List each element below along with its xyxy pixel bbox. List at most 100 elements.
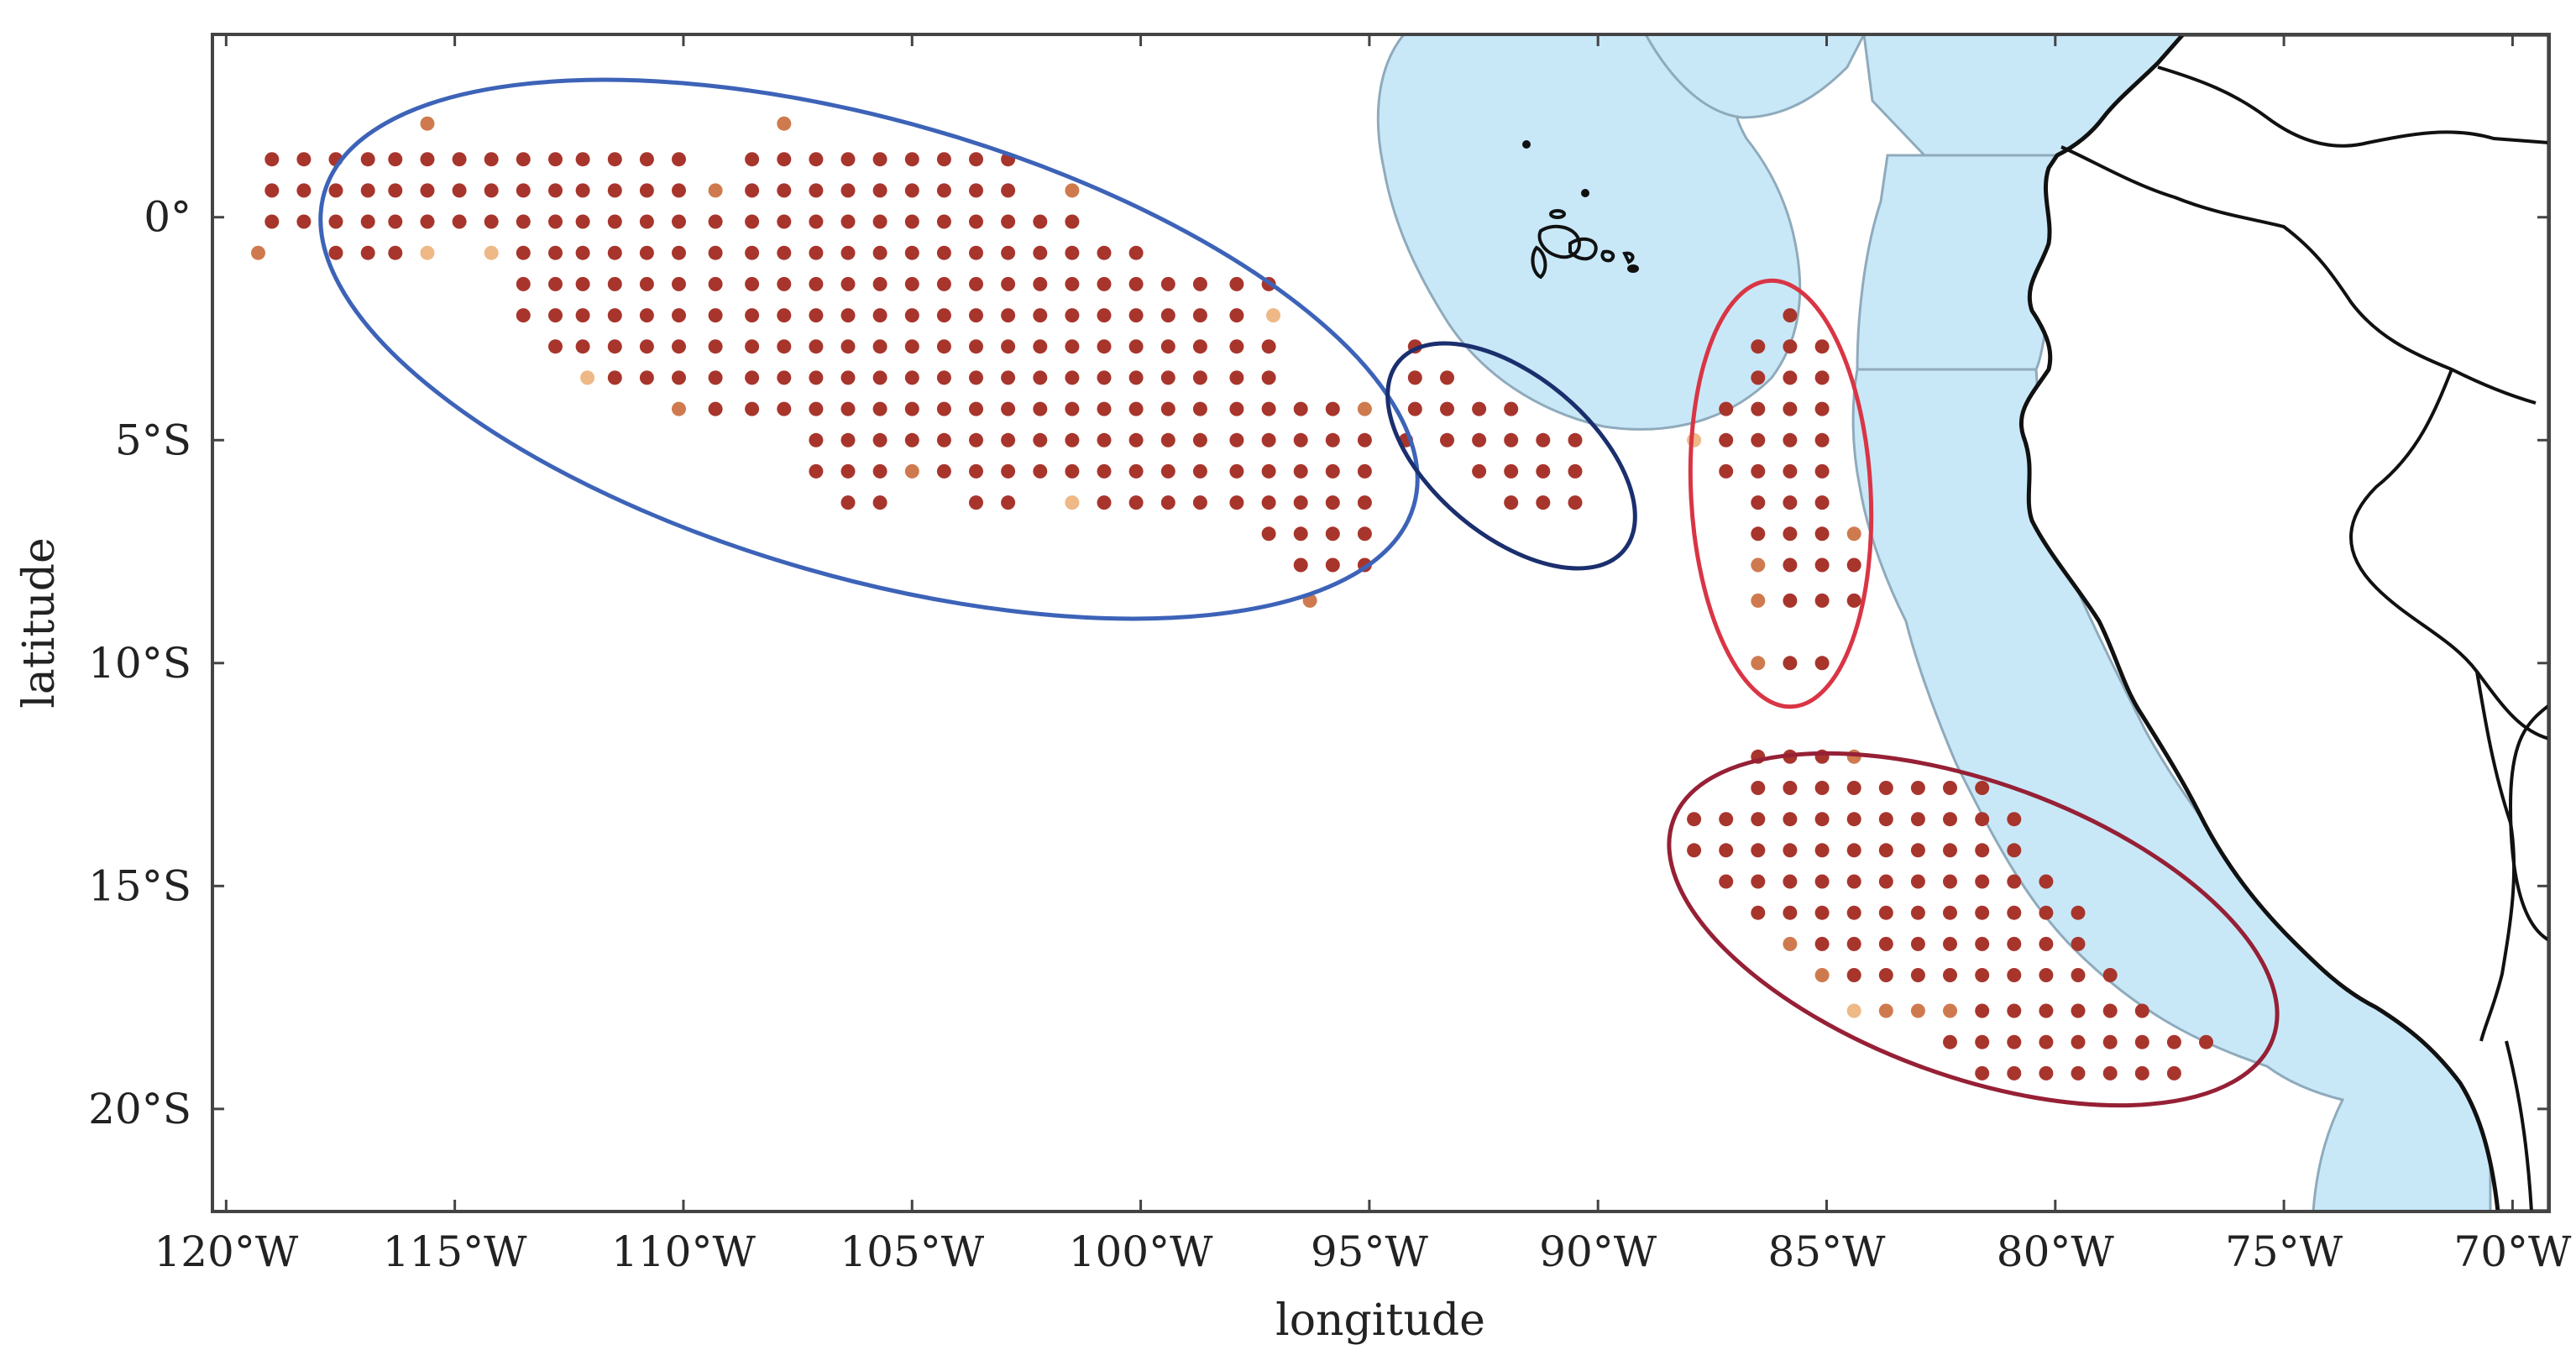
grid-dot-west: [1192, 276, 1207, 291]
x-tick-label: 75°W: [2225, 1227, 2343, 1276]
grid-dot-west: [809, 276, 824, 291]
grid-dot-south: [2134, 1034, 2149, 1049]
grid-dot-west: [1065, 370, 1080, 385]
grid-dot-west: [639, 152, 654, 167]
grid-dot-coastal: [1751, 463, 1766, 479]
grid-dot-coastal: [1751, 557, 1766, 573]
grid-dot-west: [708, 276, 723, 291]
grid-dot-south: [1878, 1003, 1893, 1018]
grid-dot-west: [777, 214, 792, 229]
grid-dot-west: [777, 401, 792, 416]
grid-dot-south: [1846, 1003, 1861, 1018]
grid-dot-west: [548, 214, 563, 229]
grid-dot-west: [1097, 245, 1112, 260]
grid-dot-west: [672, 370, 686, 385]
grid-dot-west: [639, 214, 654, 229]
grid-dot-west: [809, 463, 824, 479]
grid-dot-west: [969, 276, 983, 291]
grid-dot-west: [1325, 463, 1340, 479]
grid-dot-south: [2102, 1034, 2118, 1049]
grid-dot-west: [809, 214, 824, 229]
coastline: [2018, 34, 2549, 1211]
grid-dot-south: [1943, 1003, 1957, 1018]
grid-dot-west: [904, 183, 919, 198]
grid-dot-south: [1751, 874, 1766, 889]
grid-dot-west: [388, 152, 403, 167]
grid-dot-south: [1943, 874, 1957, 889]
grid-dot-west: [296, 183, 312, 198]
grid-dot-west: [1229, 495, 1244, 510]
grid-dot-coastal: [1687, 432, 1702, 447]
grid-dot-west: [1001, 463, 1016, 479]
grid-dot-west: [969, 339, 983, 354]
grid-dot-south: [1814, 843, 1830, 858]
grid-dot-west: [607, 276, 622, 291]
grid-dot-south: [1975, 936, 1990, 951]
grid-dot-south: [2134, 1065, 2149, 1081]
y-tick-label: 0°: [144, 193, 191, 242]
grid-dot-west: [388, 214, 403, 229]
grid-dot-west: [1128, 276, 1144, 291]
grid-dot-south: [1975, 812, 1990, 827]
grid-dot-west: [904, 308, 919, 323]
grid-dot-coastal: [1846, 557, 1861, 573]
grid-dots: [251, 116, 2213, 1081]
grid-dot-west: [904, 339, 919, 354]
grid-dot-west: [639, 276, 654, 291]
x-tick-label: 115°W: [383, 1227, 527, 1276]
grid-dot-south: [1943, 936, 1957, 951]
grid-dot-west: [1128, 495, 1144, 510]
grid-dot-west: [872, 245, 887, 260]
grid-dot-west: [777, 245, 792, 260]
grid-dot-central: [1472, 432, 1487, 447]
grid-dot-west: [872, 276, 887, 291]
grid-dot-west: [745, 276, 760, 291]
grid-dot-west: [548, 339, 563, 354]
grid-dot-west: [1001, 308, 1016, 323]
grid-dot-west: [904, 214, 919, 229]
grid-dot-west: [904, 152, 919, 167]
grid-dot-coastal: [1814, 401, 1830, 416]
grid-dot-central: [1440, 401, 1454, 416]
grid-dot-west: [420, 245, 435, 260]
grid-dot-west: [1001, 245, 1016, 260]
grid-dot-west: [575, 152, 590, 167]
grid-dot-west: [1261, 495, 1276, 510]
grid-dot-west: [936, 152, 951, 167]
grid-dot-south: [1910, 1003, 1925, 1018]
grid-dot-central: [1568, 432, 1583, 447]
grid-dot-west: [1229, 339, 1244, 354]
grid-dot-south: [1783, 843, 1798, 858]
grid-dot-south: [1719, 812, 1734, 827]
grid-dot-south: [1846, 936, 1861, 951]
grid-dot-west: [1357, 432, 1372, 447]
grid-dot-west: [516, 152, 531, 167]
grid-dot-central: [1536, 432, 1551, 447]
grid-dot-west: [904, 370, 919, 385]
grid-dot-west: [1001, 495, 1016, 510]
grid-dot-south: [1943, 781, 1957, 795]
grid-dot-coastal: [1751, 339, 1766, 354]
grid-dot-west: [936, 370, 951, 385]
y-axis: 0° 5°S 10°S 15°S 20°S: [88, 193, 2549, 1133]
grid-dot-west: [872, 152, 887, 167]
grid-dot-west: [1261, 526, 1276, 542]
grid-dot-south: [1975, 781, 1990, 795]
grid-dot-west: [969, 401, 983, 416]
grid-dot-west: [1192, 339, 1207, 354]
grid-dot-west: [639, 183, 654, 198]
grid-dot-south: [1943, 968, 1957, 982]
grid-dot-south: [1878, 781, 1893, 795]
grid-dot-west: [1261, 432, 1276, 447]
grid-dot-west: [840, 245, 856, 260]
grid-dot-coastal: [1783, 463, 1798, 479]
grid-dot-west: [388, 183, 403, 198]
grid-dot-west: [672, 401, 686, 416]
grid-dot-west: [607, 308, 622, 323]
grid-dot-west: [1097, 370, 1112, 385]
grid-dot-west: [936, 214, 951, 229]
grid-dot-west: [708, 401, 723, 416]
grid-dot-south: [1814, 781, 1830, 795]
grid-dot-west: [840, 276, 856, 291]
grid-dot-west: [1325, 526, 1340, 542]
